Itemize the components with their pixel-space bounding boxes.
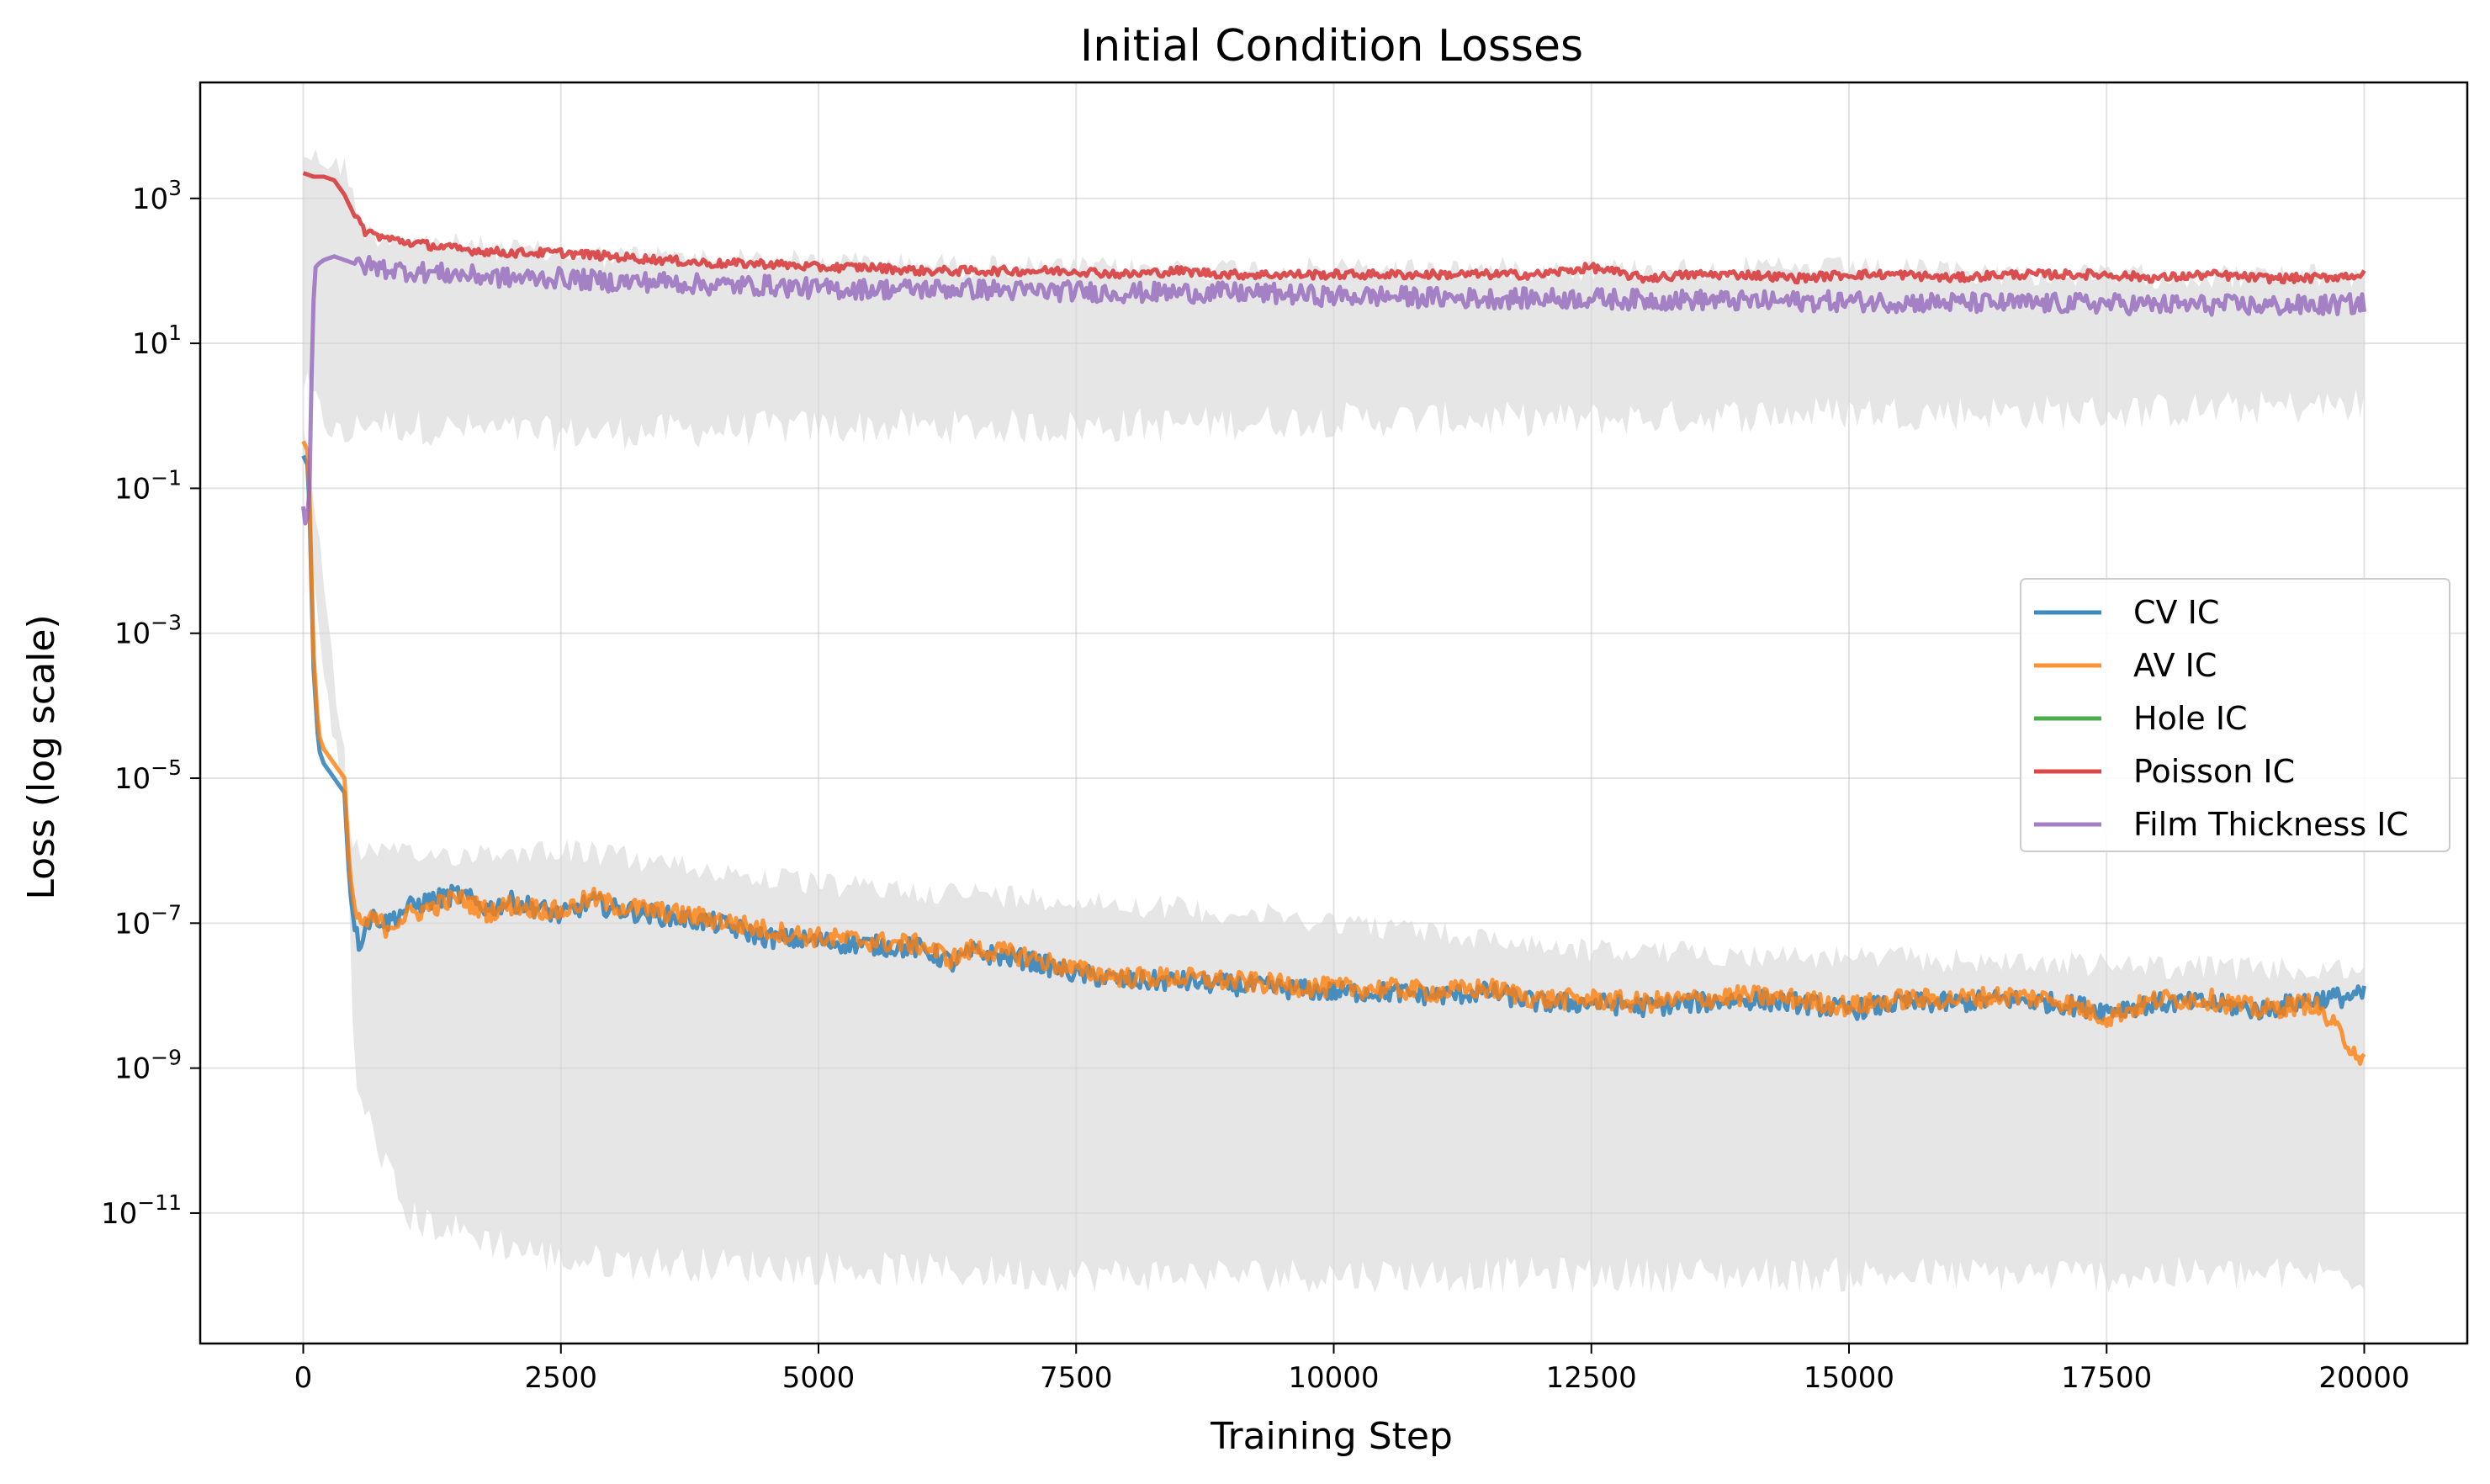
chart-title: Initial Condition Losses [1080, 21, 1583, 72]
y-tick-base: 10 [114, 617, 151, 651]
y-tick-base: 10 [114, 1052, 151, 1086]
y-tick-label: 10−9 [114, 1046, 182, 1086]
legend-label: Hole IC [2133, 700, 2248, 737]
y-tick-label: 10−3 [114, 611, 182, 651]
y-tick-base: 10 [101, 1197, 137, 1231]
x-tick-label: 7500 [1040, 1361, 1113, 1395]
legend-label: CV IC [2133, 594, 2219, 631]
y-tick-base: 10 [114, 907, 151, 941]
y-tick-base: 10 [114, 472, 151, 506]
x-tick-label: 10000 [1288, 1361, 1379, 1395]
x-tick-label: 17500 [2061, 1361, 2152, 1395]
legend: CV IC AV IC Hole IC Poisson IC Film Thicknes… [2020, 578, 2450, 852]
legend-box [2020, 578, 2450, 852]
x-tick-label: 0 [294, 1361, 313, 1395]
series-line-poisson-ic [302, 171, 2366, 285]
y-tick-label: 103 [132, 176, 182, 216]
x-tick-label: 15000 [1804, 1361, 1894, 1395]
y-tick-base: 10 [132, 327, 168, 361]
x-axis-title: Training Step [1210, 1415, 1453, 1458]
legend-label: AV IC [2133, 647, 2217, 684]
y-tick-exponent: 3 [168, 176, 182, 200]
y-tick-base: 10 [132, 183, 168, 216]
x-tick-label: 5000 [782, 1361, 856, 1395]
y-tick-label: 10−11 [101, 1190, 182, 1231]
y-tick-exponent: −11 [137, 1190, 182, 1215]
raw-band-lower-group [303, 424, 2365, 1293]
y-tick-base: 10 [114, 762, 151, 796]
y-tick-exponent: −7 [151, 900, 182, 925]
y-tick-exponent: −3 [151, 611, 182, 635]
y-tick-label: 101 [132, 321, 182, 361]
x-tick-label: 20000 [2318, 1361, 2409, 1395]
x-tick-label: 12500 [1546, 1361, 1637, 1395]
y-tick-label: 10−7 [114, 900, 182, 941]
legend-label: Poisson IC [2133, 753, 2295, 790]
y-tick-exponent: 1 [168, 321, 182, 345]
y-tick-label: 10−1 [114, 465, 182, 506]
y-axis-title: Loss (log scale) [20, 614, 63, 899]
y-tick-exponent: −5 [151, 755, 182, 780]
series-line-av-ic [301, 440, 2366, 1066]
y-tick-exponent: −9 [151, 1046, 182, 1070]
x-axis-ticks: 0 2500 5000 7500 10000 12500 15000 17500 20000 [294, 1344, 2410, 1395]
y-tick-exponent: −1 [151, 465, 182, 490]
series-lines [301, 171, 2366, 1066]
series-line-film-thickness-ic [301, 254, 2366, 526]
y-tick-label: 10−5 [114, 755, 182, 796]
x-tick-label: 2500 [524, 1361, 597, 1395]
legend-label: Film Thickness IC [2133, 806, 2408, 843]
